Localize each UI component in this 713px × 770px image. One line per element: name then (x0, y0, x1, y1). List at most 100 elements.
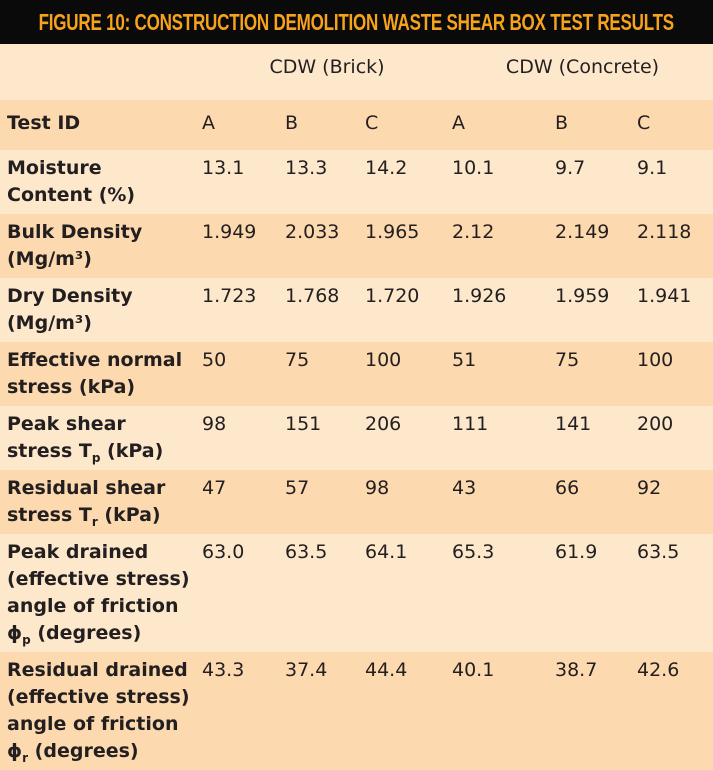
row-label: Effective normal stress (kPa) (0, 342, 202, 406)
label-subscript: p (91, 450, 101, 465)
cell: 14.2 (365, 157, 408, 179)
table-row: Effective normal stress (kPa) 50 75 100 51 75 1… (0, 342, 713, 406)
cell: B (555, 112, 569, 134)
cell: 75 (555, 349, 580, 371)
row-label: Peak shear stress Tp (kPa) (0, 406, 202, 470)
cell: 10.1 (452, 157, 495, 179)
cell: 1.926 (452, 285, 507, 307)
cell: 98 (365, 477, 390, 499)
cell: 43 (452, 477, 477, 499)
table-row: Moisture Content (%) 13.1 13.3 14.2 10.1 9.7 9.… (0, 150, 713, 214)
table-body: CDW (Brick) CDW (Concrete) Test ID A B C A B C… (0, 44, 713, 770)
label-text: ϕ (7, 740, 23, 762)
cell: 13.3 (285, 157, 328, 179)
label-line: (Mg/m³) (7, 248, 92, 270)
cell: 65.3 (452, 541, 495, 563)
label-text: (kPa) (100, 440, 164, 462)
cell: 1.965 (365, 221, 420, 243)
cell: 61.9 (555, 541, 598, 563)
label-line: (effective stress) (7, 568, 190, 590)
cell: 200 (637, 413, 674, 435)
row-label: Moisture Content (%) (0, 150, 202, 214)
label-subscript: r (22, 750, 29, 765)
cell: 2.12 (452, 221, 495, 243)
title: FIGURE 10: CONSTRUCTION DEMOLITION WASTE… (38, 8, 675, 35)
cell: 44.4 (365, 659, 408, 681)
cell: 2.118 (637, 221, 692, 243)
cell: 66 (555, 477, 580, 499)
label-line: ϕp (degrees) (7, 620, 202, 647)
label-text: (kPa) (97, 504, 161, 526)
cell: 9.1 (637, 157, 668, 179)
label-text: ϕ (7, 622, 23, 644)
cell: 57 (285, 477, 310, 499)
row-label: Residual shear stress Tr (kPa) (0, 470, 202, 534)
cell: 92 (637, 477, 662, 499)
cell: C (365, 112, 379, 134)
cell: 206 (365, 413, 402, 435)
cell: 100 (365, 349, 402, 371)
row-label: Bulk Density (Mg/m³) (0, 214, 202, 278)
label-line: Bulk Density (7, 221, 143, 243)
cell: 2.033 (285, 221, 340, 243)
cell: 1.941 (637, 285, 692, 307)
label-line: stress Tr (kPa) (7, 502, 202, 529)
label-text: (degrees) (30, 622, 142, 644)
cell: 42.6 (637, 659, 680, 681)
title-bar: FIGURE 10: CONSTRUCTION DEMOLITION WASTE… (0, 0, 713, 44)
row-label: Residual drained (effective stress) angle … (0, 652, 202, 770)
label-line: Test ID (7, 112, 81, 134)
label-subscript: p (22, 632, 31, 647)
cell: 151 (285, 413, 322, 435)
label-text: stress T (7, 504, 92, 526)
cell: 98 (202, 413, 227, 435)
label-line: Content (%) (7, 184, 136, 206)
cell: A (452, 112, 465, 134)
cell: 51 (452, 349, 477, 371)
label-line: Peak shear (7, 413, 126, 435)
label-line: Effective normal (7, 349, 183, 371)
label-line: angle of friction (7, 713, 179, 735)
group-header: CDW (Concrete) (505, 56, 660, 78)
results-table: CDW (Brick) CDW (Concrete) Test ID A B C A B C… (0, 44, 713, 770)
cell: 111 (452, 413, 489, 435)
label-line: Dry Density (7, 285, 133, 307)
table-row: Residual shear stress Tr (kPa) 47 57 98 43 66 9… (0, 470, 713, 534)
cell: 1.949 (202, 221, 257, 243)
row-label: Test ID (0, 100, 202, 150)
cell: 40.1 (452, 659, 495, 681)
cell: 2.149 (555, 221, 610, 243)
label-line: Moisture (7, 157, 102, 179)
cell: 141 (555, 413, 592, 435)
cell: 50 (202, 349, 227, 371)
table-row: Residual drained (effective stress) angle … (0, 652, 713, 770)
label-line: Residual drained (7, 659, 188, 681)
cell: 1.768 (285, 285, 340, 307)
row-label: Dry Density (Mg/m³) (0, 278, 202, 342)
group-header-row: CDW (Brick) CDW (Concrete) (0, 44, 713, 100)
cell: 100 (637, 349, 674, 371)
cell: 63.5 (637, 541, 680, 563)
table-row: Peak shear stress Tp (kPa) 98 151 206 111 141 2… (0, 406, 713, 470)
cell: 47 (202, 477, 227, 499)
label-text: (degrees) (28, 740, 139, 762)
table-row: Dry Density (Mg/m³) 1.723 1.768 1.720 1.926 1.… (0, 278, 713, 342)
label-subscript: r (91, 514, 98, 529)
cell: 63.5 (285, 541, 328, 563)
cell: 9.7 (555, 157, 586, 179)
cell: 1.959 (555, 285, 610, 307)
cell: 64.1 (365, 541, 408, 563)
cell: 43.3 (202, 659, 245, 681)
label-line: Peak drained (7, 541, 149, 563)
cell: 1.720 (365, 285, 420, 307)
label-text: stress T (7, 440, 92, 462)
label-line: (Mg/m³) (7, 312, 92, 334)
cell: 63.0 (202, 541, 245, 563)
cell: 1.723 (202, 285, 257, 307)
empty-cell (0, 44, 202, 100)
cell: B (285, 112, 299, 134)
cell: A (202, 112, 215, 134)
row-label: Peak drained (effective stress) angle of f… (0, 534, 202, 652)
group-header: CDW (Brick) (269, 56, 385, 78)
